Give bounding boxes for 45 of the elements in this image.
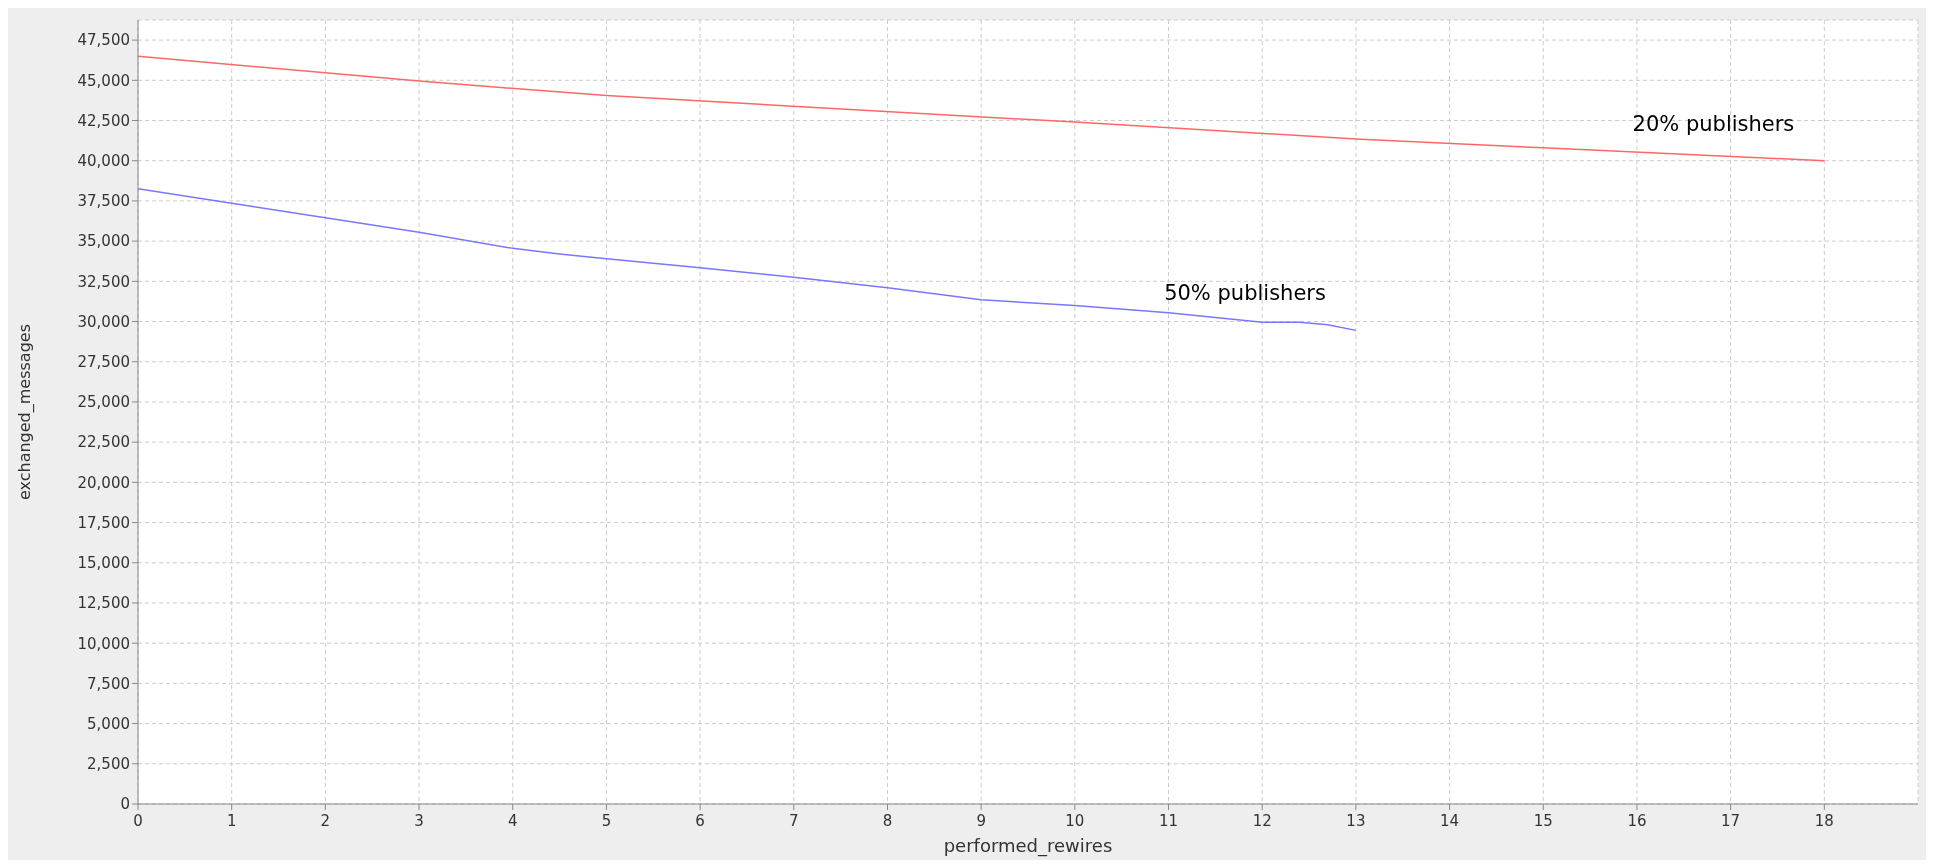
x-tick-label: 15 (1533, 812, 1553, 830)
y-tick-label: 2,500 (87, 755, 130, 774)
line-series (138, 55, 1826, 162)
y-tick-label: 22,500 (77, 433, 130, 452)
x-tick-label: 3 (414, 812, 424, 830)
series-label: 20% publishers (1632, 111, 1795, 136)
x-tick-label: 17 (1721, 812, 1741, 830)
y-tick-label: 10,000 (77, 634, 130, 653)
x-tick-label: 6 (695, 812, 705, 830)
x-tick-label: 14 (1440, 812, 1460, 830)
y-axis-title: exchanged_messages (14, 323, 35, 501)
x-tick-label: 2 (320, 812, 331, 830)
x-tick-label: 1 (226, 812, 237, 830)
y-tick-label: 0 (120, 795, 130, 814)
y-tick-label: 20,000 (77, 473, 130, 492)
x-tick-label: 10 (1065, 812, 1085, 830)
y-tick-label: 42,500 (77, 111, 130, 130)
y-tick-label: 32,500 (77, 272, 130, 291)
y-tick-label: 7,500 (87, 674, 130, 693)
x-tick-label: 4 (507, 812, 518, 830)
x-tick-label: 18 (1814, 812, 1834, 830)
y-tick-label: 25,000 (77, 393, 130, 412)
x-tick-label: 12 (1252, 812, 1272, 830)
x-tick-label: 0 (133, 812, 143, 830)
y-tick-label: 35,000 (77, 232, 130, 251)
series-label: 50% publishers (1164, 281, 1326, 306)
y-tick-label: 15,000 (77, 554, 130, 573)
x-tick-label: 7 (789, 812, 799, 830)
line-series (138, 188, 1357, 332)
y-tick-label: 45,000 (77, 71, 130, 90)
y-tick-label: 40,000 (77, 152, 130, 171)
x-tick-label: 8 (882, 812, 893, 830)
y-tick-label: 37,500 (77, 192, 130, 211)
y-tick-label: 17,500 (77, 513, 130, 532)
x-tick-label: 11 (1158, 812, 1179, 830)
x-tick-label: 16 (1627, 812, 1647, 830)
y-tick-label: 5,000 (87, 714, 130, 733)
y-tick-label: 27,500 (77, 353, 130, 372)
x-tick-label: 5 (601, 812, 612, 830)
x-tick-label: 9 (976, 812, 986, 830)
y-tick-label: 47,500 (77, 31, 130, 50)
x-axis-title: performed_rewires (943, 835, 1113, 857)
x-tick-label: 13 (1346, 812, 1366, 830)
y-tick-label: 12,500 (77, 594, 130, 613)
y-tick-label: 30,000 (77, 312, 130, 331)
